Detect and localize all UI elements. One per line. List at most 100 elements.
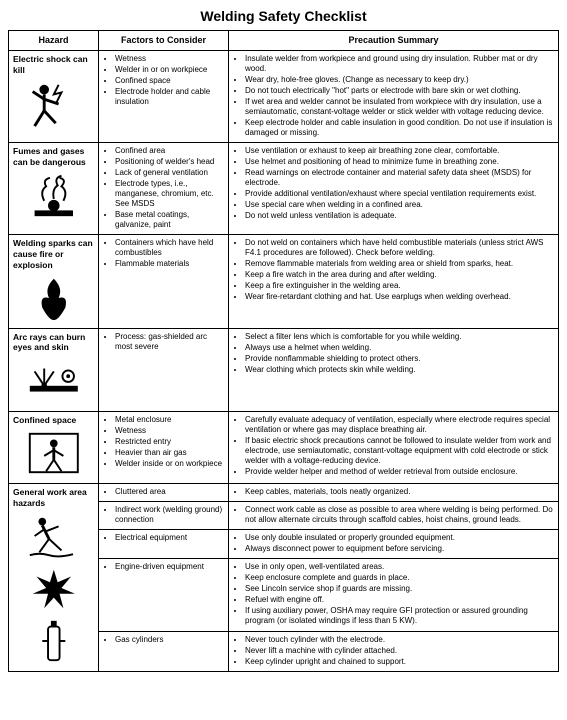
list-item: Connect work cable as close as possible …	[245, 505, 554, 525]
list-item: Wear dry, hole-free gloves. (Change as n…	[245, 75, 554, 85]
list-item: Containers which have held combustibles	[115, 238, 224, 258]
table-row: Electric shock can killWetnessWelder in …	[9, 51, 559, 143]
list-item: Always use a helmet when welding.	[245, 343, 554, 353]
hazard-cell: Fumes and gases can be dangerous	[9, 143, 99, 235]
table-row: Fumes and gases can be dangerousConfined…	[9, 143, 559, 235]
explosion-icon	[13, 565, 94, 616]
list-item: Do not touch electrically "hot" parts or…	[245, 86, 554, 96]
header-row: Hazard Factors to Consider Precaution Su…	[9, 31, 559, 51]
list-item: Remove flammable materials from welding …	[245, 259, 554, 269]
list-item: Restricted entry	[115, 437, 224, 447]
list-item: Keep cylinder upright and chained to sup…	[245, 657, 554, 667]
factors-cell: Indirect work (welding ground) connectio…	[99, 501, 229, 529]
list-item: Base metal coatings, galvanize, paint	[115, 210, 224, 230]
list-item: Carefully evaluate adequacy of ventilati…	[245, 415, 554, 435]
hazard-cell: General work area hazards	[9, 483, 99, 671]
col-factors: Factors to Consider	[99, 31, 229, 51]
factors-cell: Gas cylinders	[99, 631, 229, 671]
list-item: Use special care when welding in a confi…	[245, 200, 554, 210]
factors-cell: Electrical equipment	[99, 530, 229, 559]
list-item: Insulate welder from workpiece and groun…	[245, 54, 554, 74]
arc-rays-icon	[13, 357, 94, 408]
precaution-cell: Use ventilation or exhaust to keep air b…	[229, 143, 559, 235]
list-item: Gas cylinders	[115, 635, 224, 645]
list-item: Read warnings on electrode container and…	[245, 168, 554, 188]
list-item: Never lift a machine with cylinder attac…	[245, 646, 554, 656]
col-hazard: Hazard	[9, 31, 99, 51]
hazard-cell: Confined space	[9, 411, 99, 483]
list-item: Engine-driven equipment	[115, 562, 224, 572]
precaution-cell: Connect work cable as close as possible …	[229, 501, 559, 529]
hazard-label: General work area hazards	[13, 487, 94, 508]
list-item: Indirect work (welding ground) connectio…	[115, 505, 224, 525]
factors-cell: Engine-driven equipment	[99, 559, 229, 631]
page-title: Welding Safety Checklist	[8, 8, 559, 24]
cylinder-icon	[13, 617, 94, 668]
list-item: Use helmet and positioning of head to mi…	[245, 157, 554, 167]
factors-cell: Containers which have held combustiblesF…	[99, 235, 229, 329]
list-item: Process: gas-shielded arc most severe	[115, 332, 224, 352]
list-item: Electrode types, i.e., manganese, chromi…	[115, 179, 224, 209]
factors-cell: WetnessWelder in or on workpieceConfined…	[99, 51, 229, 143]
hazard-cell: Arc rays can burn eyes and skin	[9, 328, 99, 411]
list-item: Never touch cylinder with the electrode.	[245, 635, 554, 645]
list-item: Confined space	[115, 76, 224, 86]
col-precaution: Precaution Summary	[229, 31, 559, 51]
list-item: Wear clothing which protects skin while …	[245, 365, 554, 375]
person-trip-icon	[13, 512, 94, 563]
list-item: Flammable materials	[115, 259, 224, 269]
list-item: Keep a fire watch in the area during and…	[245, 270, 554, 280]
table-row: General work area hazardsCluttered areaK…	[9, 483, 559, 501]
precaution-cell: Insulate welder from workpiece and groun…	[229, 51, 559, 143]
list-item: See Lincoln service shop if guards are m…	[245, 584, 554, 594]
list-item: Metal enclosure	[115, 415, 224, 425]
fire-icon	[13, 274, 94, 325]
list-item: If using auxiliary power, OSHA may requi…	[245, 606, 554, 626]
table-row: Confined space Metal enclosureWetnessRest…	[9, 411, 559, 483]
list-item: Electrode holder and cable insulation	[115, 87, 224, 107]
list-item: Wear fire-retardant clothing and hat. Us…	[245, 292, 554, 302]
checklist-table: Hazard Factors to Consider Precaution Su…	[8, 30, 559, 672]
factors-cell: Confined areaPositioning of welder's hea…	[99, 143, 229, 235]
list-item: Always disconnect power to equipment bef…	[245, 544, 554, 554]
list-item: Keep electrode holder and cable insulati…	[245, 118, 554, 138]
list-item: If wet area and welder cannot be insulat…	[245, 97, 554, 117]
precaution-cell: Keep cables, materials, tools neatly org…	[229, 483, 559, 501]
hazard-cell: Welding sparks can cause fire or explosi…	[9, 235, 99, 329]
list-item: Keep enclosure complete and guards in pl…	[245, 573, 554, 583]
list-item: Refuel with engine off.	[245, 595, 554, 605]
list-item: If basic electric shock precautions cann…	[245, 436, 554, 466]
person-shock-icon	[13, 80, 94, 131]
list-item: Keep a fire extinguisher in the welding …	[245, 281, 554, 291]
factors-cell: Process: gas-shielded arc most severe	[99, 328, 229, 411]
hazard-label: Arc rays can burn eyes and skin	[13, 332, 94, 353]
hazard-label: Fumes and gases can be dangerous	[13, 146, 94, 167]
factors-cell: Cluttered area	[99, 483, 229, 501]
list-item: Electrical equipment	[115, 533, 224, 543]
fumes-icon	[13, 172, 94, 223]
list-item: Positioning of welder's head	[115, 157, 224, 167]
hazard-cell: Electric shock can kill	[9, 51, 99, 143]
hazard-label: Welding sparks can cause fire or explosi…	[13, 238, 94, 270]
factors-cell: Metal enclosureWetnessRestricted entryHe…	[99, 411, 229, 483]
list-item: Wetness	[115, 426, 224, 436]
list-item: Keep cables, materials, tools neatly org…	[245, 487, 554, 497]
list-item: Do not weld unless ventilation is adequa…	[245, 211, 554, 221]
list-item: Welder inside or on workpiece	[115, 459, 224, 469]
list-item: Heavier than air gas	[115, 448, 224, 458]
precaution-cell: Do not weld on containers which have hel…	[229, 235, 559, 329]
list-item: Use only double insulated or properly gr…	[245, 533, 554, 543]
precaution-cell: Use in only open, well-ventilated areas.…	[229, 559, 559, 631]
list-item: Provide additional ventilation/exhaust w…	[245, 189, 554, 199]
list-item: Use in only open, well-ventilated areas.	[245, 562, 554, 572]
hazard-label: Electric shock can kill	[13, 54, 94, 75]
precaution-cell: Carefully evaluate adequacy of ventilati…	[229, 411, 559, 483]
list-item: Cluttered area	[115, 487, 224, 497]
hazard-label: Confined space	[13, 415, 94, 426]
table-row: Welding sparks can cause fire or explosi…	[9, 235, 559, 329]
precaution-cell: Use only double insulated or properly gr…	[229, 530, 559, 559]
list-item: Provide nonflammable shielding to protec…	[245, 354, 554, 364]
list-item: Select a filter lens which is comfortabl…	[245, 332, 554, 342]
list-item: Confined area	[115, 146, 224, 156]
precaution-cell: Never touch cylinder with the electrode.…	[229, 631, 559, 671]
